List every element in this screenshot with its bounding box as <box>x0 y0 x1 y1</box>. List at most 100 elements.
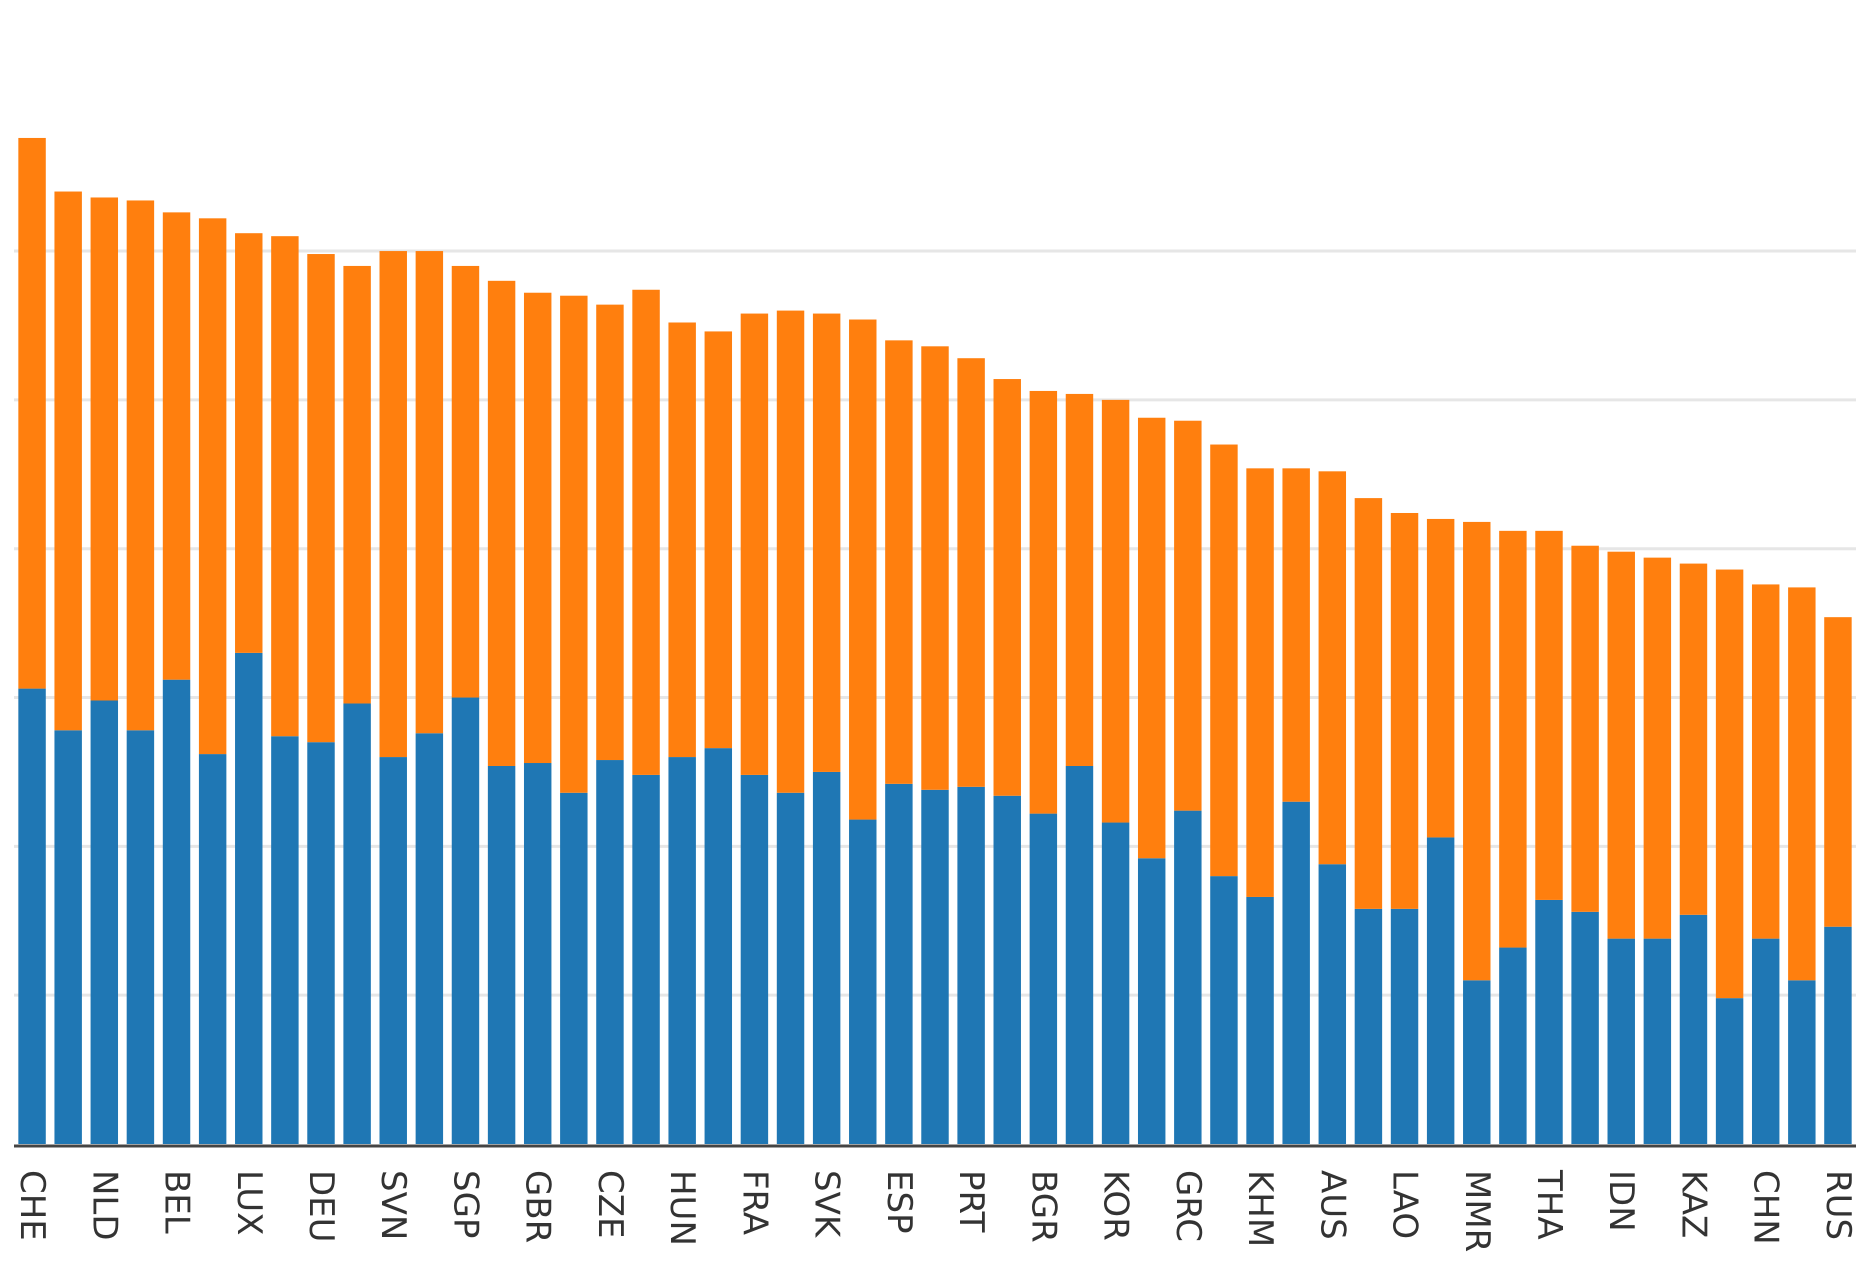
x-tick-label-32: GRC <box>1168 1170 1208 1242</box>
bar-lower-6 <box>235 652 263 1144</box>
bar-upper-42 <box>1535 530 1563 900</box>
bar-lower-46 <box>1679 914 1708 1144</box>
bar-lower-48 <box>1751 938 1780 1144</box>
bar-lower-21 <box>776 792 805 1144</box>
bar-upper-33 <box>1210 444 1238 877</box>
bar-upper-5 <box>198 218 227 755</box>
x-tick-label-14: GBR <box>518 1170 558 1243</box>
bar-lower-32 <box>1174 810 1202 1144</box>
bar-upper-39 <box>1426 518 1455 838</box>
bar-lower-27 <box>993 795 1021 1144</box>
bar-lower-39 <box>1426 837 1455 1144</box>
bar-upper-28 <box>1029 390 1058 814</box>
bar-upper-40 <box>1463 521 1491 981</box>
bar-upper-36 <box>1318 471 1347 865</box>
bar-lower-44 <box>1607 938 1635 1144</box>
bar-lower-8 <box>307 742 335 1144</box>
x-tick-label-20: FRA <box>734 1170 774 1235</box>
bar-upper-21 <box>776 310 805 793</box>
x-tick-label-2: NLD <box>84 1170 124 1241</box>
bar-upper-46 <box>1679 563 1708 915</box>
bar-upper-38 <box>1390 512 1419 909</box>
bar-lower-38 <box>1390 908 1419 1144</box>
bar-upper-49 <box>1788 587 1816 981</box>
x-tick-label-12: SGP <box>445 1170 485 1238</box>
bar-lower-25 <box>921 789 949 1144</box>
bar-upper-9 <box>343 265 371 704</box>
bar-lower-15 <box>560 792 588 1144</box>
bar-lower-18 <box>668 757 696 1144</box>
bar-upper-31 <box>1137 417 1166 859</box>
bar-upper-22 <box>812 313 841 772</box>
bar-lower-0 <box>18 688 46 1144</box>
bar-upper-14 <box>523 292 552 764</box>
bar-upper-41 <box>1499 530 1527 948</box>
x-tick-label-26: PRT <box>951 1170 991 1233</box>
bar-upper-10 <box>379 251 407 758</box>
bar-lower-16 <box>596 760 624 1144</box>
bar-lower-20 <box>740 774 769 1144</box>
bar-lower-23 <box>849 819 877 1144</box>
x-tick-label-48: CHN <box>1746 1170 1786 1245</box>
bar-lower-41 <box>1499 947 1527 1144</box>
bar-upper-45 <box>1643 557 1672 939</box>
bar-lower-19 <box>704 748 733 1144</box>
bar-upper-24 <box>885 340 913 784</box>
x-tick-label-24: ESP <box>879 1170 919 1234</box>
bars <box>18 137 1852 1144</box>
x-tick-label-0: CHE <box>12 1170 52 1241</box>
x-tick-label-38: LAO <box>1385 1170 1425 1239</box>
bar-lower-42 <box>1535 899 1563 1144</box>
bar-upper-48 <box>1751 584 1780 939</box>
bar-upper-13 <box>487 280 516 766</box>
bar-lower-4 <box>162 679 191 1144</box>
x-tick-label-30: KOR <box>1096 1170 1136 1241</box>
x-tick-label-46: KAZ <box>1673 1170 1713 1238</box>
bar-upper-17 <box>632 289 660 775</box>
bar-lower-9 <box>343 703 371 1144</box>
x-tick-label-28: BGR <box>1023 1170 1063 1243</box>
bar-lower-30 <box>1101 822 1130 1144</box>
x-tick-label-8: DEU <box>301 1170 341 1243</box>
x-tick-label-40: MMR <box>1457 1170 1497 1252</box>
bar-upper-50 <box>1824 617 1852 927</box>
bar-lower-33 <box>1210 876 1238 1144</box>
bar-lower-5 <box>198 754 227 1144</box>
bar-upper-3 <box>126 200 155 731</box>
bar-lower-22 <box>812 771 841 1144</box>
bar-lower-29 <box>1065 765 1094 1144</box>
bar-upper-30 <box>1101 399 1130 823</box>
bar-lower-28 <box>1029 813 1058 1144</box>
bar-lower-40 <box>1463 980 1491 1144</box>
bar-lower-36 <box>1318 864 1347 1144</box>
bar-upper-2 <box>90 197 119 701</box>
bar-upper-34 <box>1246 468 1274 897</box>
x-tick-label-50: RUS <box>1818 1170 1858 1240</box>
bar-lower-13 <box>487 765 516 1144</box>
bar-lower-37 <box>1354 908 1383 1144</box>
bar-lower-11 <box>415 733 444 1144</box>
bar-lower-31 <box>1137 858 1166 1144</box>
bar-upper-7 <box>271 236 299 737</box>
x-tick-label-42: THA <box>1529 1169 1569 1240</box>
bar-upper-27 <box>993 379 1021 796</box>
x-tick-label-16: CZE <box>590 1170 630 1239</box>
bar-upper-29 <box>1065 393 1094 766</box>
bar-lower-14 <box>523 763 552 1144</box>
bar-upper-26 <box>957 358 985 787</box>
bar-upper-8 <box>307 254 335 743</box>
bar-lower-1 <box>54 730 82 1144</box>
bar-upper-32 <box>1174 420 1202 811</box>
x-tick-label-6: LUX <box>229 1170 269 1235</box>
bar-upper-16 <box>596 304 624 761</box>
bar-lower-45 <box>1643 938 1672 1144</box>
bar-upper-43 <box>1571 545 1599 912</box>
bar-lower-12 <box>451 697 480 1144</box>
bar-upper-20 <box>740 313 769 775</box>
x-tick-label-10: SVN <box>373 1170 413 1240</box>
bar-lower-50 <box>1824 926 1852 1144</box>
bar-lower-26 <box>957 786 985 1144</box>
bar-upper-6 <box>235 233 263 653</box>
